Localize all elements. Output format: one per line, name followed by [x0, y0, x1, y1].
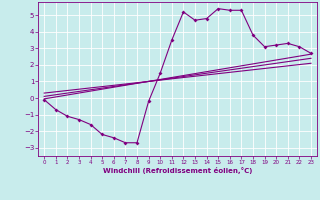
X-axis label: Windchill (Refroidissement éolien,°C): Windchill (Refroidissement éolien,°C) [103, 167, 252, 174]
